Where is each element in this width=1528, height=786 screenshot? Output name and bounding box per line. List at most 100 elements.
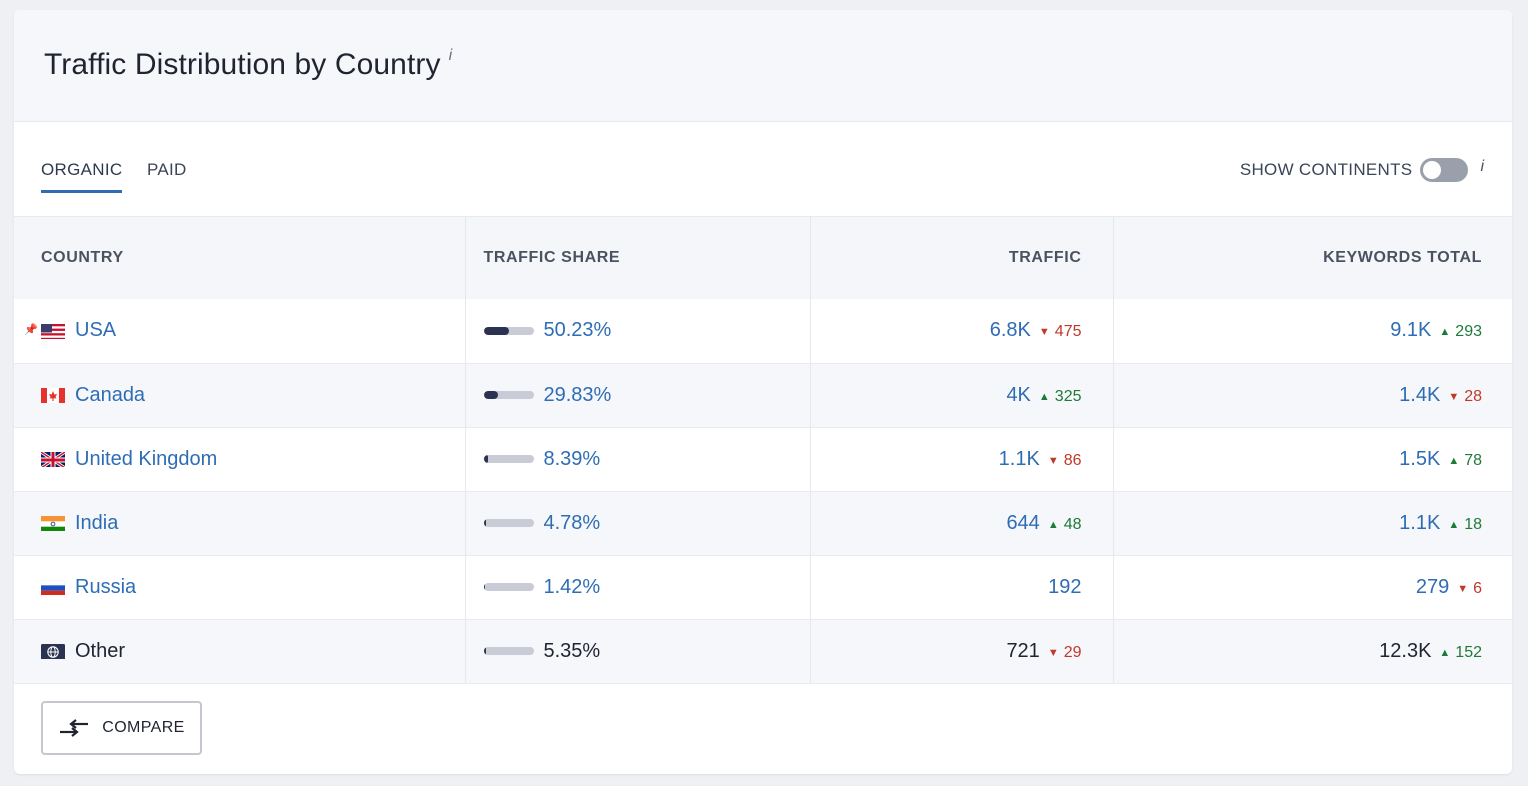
traffic-share-value: 29.83%: [543, 383, 612, 406]
traffic-share-bar: [483, 455, 534, 463]
traffic-share-bar: [483, 647, 534, 655]
widget-footer: COMPARE: [14, 684, 1512, 774]
traffic-share-value: 1.42%: [543, 575, 601, 598]
country-name[interactable]: Russia: [75, 575, 137, 598]
arrow-up-icon: ▲: [1448, 518, 1460, 531]
traffic-distribution-widget: Traffic Distribution by Country i ORGANIC…: [14, 10, 1512, 774]
keywords-cell: 279 ▼ 6: [1113, 555, 1512, 620]
arrow-up-icon: ▲: [1439, 646, 1451, 659]
arrow-up-icon: ▲: [1047, 518, 1059, 531]
compare-button[interactable]: COMPARE: [41, 700, 202, 755]
traffic-share-cell: 8.39%: [465, 427, 811, 492]
traffic-cell: 644 ▲ 48: [810, 491, 1114, 556]
keywords-value[interactable]: 9.1K: [1390, 319, 1432, 342]
traffic-delta: ▲ 325: [1038, 387, 1082, 405]
show-continents-toggle[interactable]: [1420, 158, 1469, 182]
country-cell: Canada: [14, 363, 466, 428]
country-name[interactable]: USA: [75, 319, 117, 342]
country-cell: Other: [14, 619, 466, 684]
traffic-cell: 6.8K ▼ 475: [810, 299, 1114, 364]
arrow-down-icon: ▼: [1448, 390, 1460, 403]
us-flag: [41, 323, 65, 339]
keywords-value[interactable]: 1.4K: [1399, 383, 1441, 406]
compare-label: COMPARE: [102, 718, 185, 736]
table-body: 📌 USA 50.23% 6.8K ▼ 475 9.1K ▲ 293 Canada 29.83% 4K…: [14, 299, 1512, 684]
traffic-share-cell: 29.83%: [465, 363, 811, 428]
traffic-delta: ▼ 29: [1047, 643, 1082, 661]
traffic-value[interactable]: 1.1K: [998, 447, 1040, 470]
traffic-share-cell: 5.35%: [465, 619, 811, 684]
country-name: Other: [75, 639, 126, 662]
header-country[interactable]: COUNTRY: [14, 217, 466, 299]
arrow-down-icon: ▼: [1047, 646, 1059, 659]
compare-arrows-icon: [60, 718, 89, 737]
keywords-delta: ▲ 152: [1439, 643, 1482, 661]
continents-info-icon[interactable]: i: [1480, 158, 1484, 175]
traffic-share-cell: 1.42%: [465, 555, 811, 620]
country-cell: Russia: [14, 555, 466, 620]
traffic-share-cell: 4.78%: [465, 491, 811, 556]
table-header-row: COUNTRY TRAFFIC SHARE TRAFFIC KEYWORDS T…: [14, 217, 1512, 299]
country-cell: India: [14, 491, 466, 556]
keywords-delta: ▼ 6: [1457, 579, 1482, 597]
table-row[interactable]: India 4.78% 644 ▲ 48 1.1K ▲ 18: [14, 491, 1512, 556]
traffic-value[interactable]: 192: [1048, 575, 1082, 598]
country-table: COUNTRY TRAFFIC SHARE TRAFFIC KEYWORDS T…: [14, 217, 1512, 684]
traffic-share-value: 4.78%: [543, 511, 601, 534]
tab-organic[interactable]: ORGANIC: [41, 160, 123, 193]
arrow-up-icon: ▲: [1448, 454, 1460, 467]
traffic-delta: ▼ 86: [1047, 451, 1082, 469]
traffic-share-bar: [483, 391, 534, 399]
traffic-value[interactable]: 644: [1006, 511, 1040, 534]
header-keywords-total[interactable]: KEYWORDS TOTAL: [1323, 249, 1482, 266]
traffic-value[interactable]: 6.8K: [989, 319, 1031, 342]
keywords-value[interactable]: 1.1K: [1399, 511, 1441, 534]
arrow-down-icon: ▼: [1457, 582, 1469, 595]
show-continents-control: SHOW CONTINENTS i: [1240, 158, 1484, 182]
country-name[interactable]: United Kingdom: [75, 447, 218, 470]
traffic-share-bar: [483, 519, 534, 527]
widget-title: Traffic Distribution by Country i: [44, 47, 453, 81]
keywords-value[interactable]: 1.5K: [1399, 447, 1441, 470]
country-cell: 📌 USA: [14, 299, 466, 364]
title-info-icon[interactable]: i: [448, 47, 453, 64]
ca-flag: [41, 387, 65, 403]
table-row[interactable]: Russia 1.42% 192 279 ▼ 6: [14, 555, 1512, 620]
keywords-value[interactable]: 279: [1415, 575, 1450, 598]
keywords-cell: 9.1K ▲ 293: [1113, 299, 1512, 364]
keywords-value: 12.3K: [1379, 639, 1432, 662]
traffic-delta: ▲ 48: [1047, 515, 1082, 533]
ru-flag: [41, 579, 65, 595]
globe-icon: [41, 643, 65, 659]
country-name[interactable]: India: [75, 511, 119, 534]
table-row[interactable]: Other 5.35% 721 ▼ 29 12.3K ▲ 152: [14, 619, 1512, 684]
tab-paid[interactable]: PAID: [147, 160, 187, 179]
traffic-delta: ▼ 475: [1038, 323, 1082, 341]
keywords-cell: 1.5K ▲ 78: [1113, 427, 1512, 492]
toggle-knob: [1423, 161, 1442, 179]
keywords-delta: ▼ 28: [1448, 387, 1482, 405]
traffic-cell: 4K ▲ 325: [810, 363, 1114, 428]
header-traffic[interactable]: TRAFFIC: [810, 217, 1114, 299]
table-row[interactable]: Canada 29.83% 4K ▲ 325 1.4K ▼ 28: [14, 363, 1512, 428]
show-continents-label: SHOW CONTINENTS: [1239, 160, 1413, 179]
traffic-share-bar: [483, 326, 534, 335]
traffic-cell: 1.1K ▼ 86: [810, 427, 1114, 492]
keywords-delta: ▲ 78: [1448, 451, 1482, 469]
gb-flag: [41, 451, 65, 467]
header-traffic-share[interactable]: TRAFFIC SHARE: [465, 217, 811, 299]
traffic-value[interactable]: 4K: [1006, 383, 1031, 406]
keywords-cell: 1.1K ▲ 18: [1113, 491, 1512, 556]
traffic-share-value: 8.39%: [543, 447, 601, 470]
arrow-down-icon: ▼: [1038, 326, 1050, 339]
traffic-cell: 192: [810, 555, 1114, 620]
traffic-share-value: 50.23%: [543, 319, 612, 342]
widget-header: Traffic Distribution by Country i: [14, 10, 1512, 122]
traffic-share-cell: 50.23%: [465, 299, 811, 364]
pin-icon[interactable]: 📌: [24, 323, 38, 336]
table-row[interactable]: 📌 USA 50.23% 6.8K ▼ 475 9.1K ▲ 293: [14, 299, 1512, 364]
arrow-down-icon: ▼: [1047, 454, 1059, 467]
country-name[interactable]: Canada: [75, 383, 146, 406]
table-row[interactable]: United Kingdom 8.39% 1.1K ▼ 86 1.5K ▲ 78: [14, 427, 1512, 492]
in-flag: [41, 515, 65, 531]
